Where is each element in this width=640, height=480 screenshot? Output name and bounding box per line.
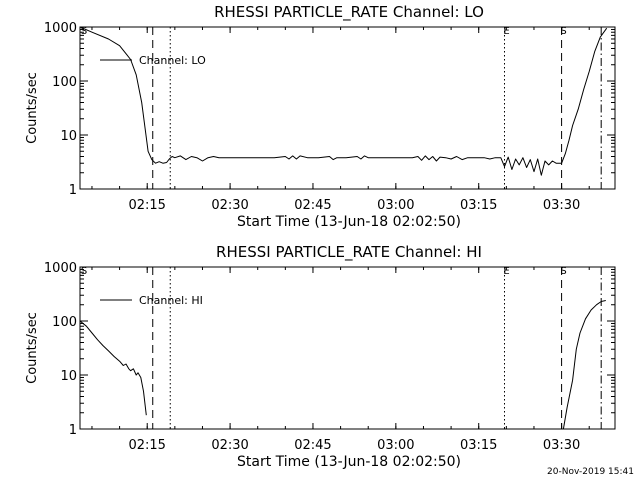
y-tick-label: 100: [52, 75, 77, 90]
series-line: [79, 320, 147, 416]
legend-label: Channel: LO: [139, 54, 206, 67]
y-tick-label: 100: [52, 315, 77, 330]
plot-frame: [79, 266, 616, 430]
marker-label: E: [503, 26, 509, 37]
y-axis-label: Counts/sec: [25, 72, 40, 144]
y-axis-label: Counts/sec: [25, 312, 40, 384]
x-tick-label: 03:30: [543, 198, 580, 213]
corner-label: S: [81, 266, 87, 277]
series-line: [79, 26, 608, 176]
series-line: [562, 300, 606, 430]
y-tick-label: 1000: [44, 261, 77, 276]
footer-timestamp: 20-Nov-2019 15:41: [547, 467, 634, 477]
x-tick-label: 02:45: [294, 438, 331, 453]
corner-label: S: [81, 26, 87, 37]
marker-label: E: [503, 266, 509, 277]
plot-frame: [79, 26, 616, 190]
chart-title: RHESSI PARTICLE_RATE Channel: HI: [216, 243, 482, 262]
x-axis-label: Start Time (13-Jun-18 02:02:50): [237, 454, 461, 470]
marker-label: S: [560, 26, 566, 37]
y-tick-label: 10: [60, 369, 77, 384]
legend-label: Channel: HI: [139, 294, 203, 307]
x-tick-label: 03:00: [377, 198, 414, 213]
panel-hi: RHESSI PARTICLE_RATE Channel: HI Counts/…: [25, 243, 616, 470]
y-tick-label: 1: [69, 423, 77, 438]
y-tick-label: 1: [69, 183, 77, 198]
x-tick-label: 02:45: [294, 198, 331, 213]
x-tick-label: 02:30: [211, 198, 248, 213]
x-tick-label: 02:15: [128, 438, 165, 453]
x-tick-label: 03:15: [460, 438, 497, 453]
y-tick-label: 10: [60, 129, 77, 144]
chart-title: RHESSI PARTICLE_RATE Channel: LO: [214, 3, 484, 22]
y-tick-label: 1000: [44, 21, 77, 36]
x-tick-label: 03:00: [377, 438, 414, 453]
x-tick-label: 02:15: [128, 198, 165, 213]
x-axis-label: Start Time (13-Jun-18 02:02:50): [237, 214, 461, 230]
x-tick-label: 02:30: [211, 438, 248, 453]
x-tick-label: 03:15: [460, 198, 497, 213]
marker-label: S: [560, 266, 566, 277]
panel-lo: RHESSI PARTICLE_RATE Channel: LO Counts/…: [25, 3, 616, 230]
x-tick-label: 03:30: [543, 438, 580, 453]
